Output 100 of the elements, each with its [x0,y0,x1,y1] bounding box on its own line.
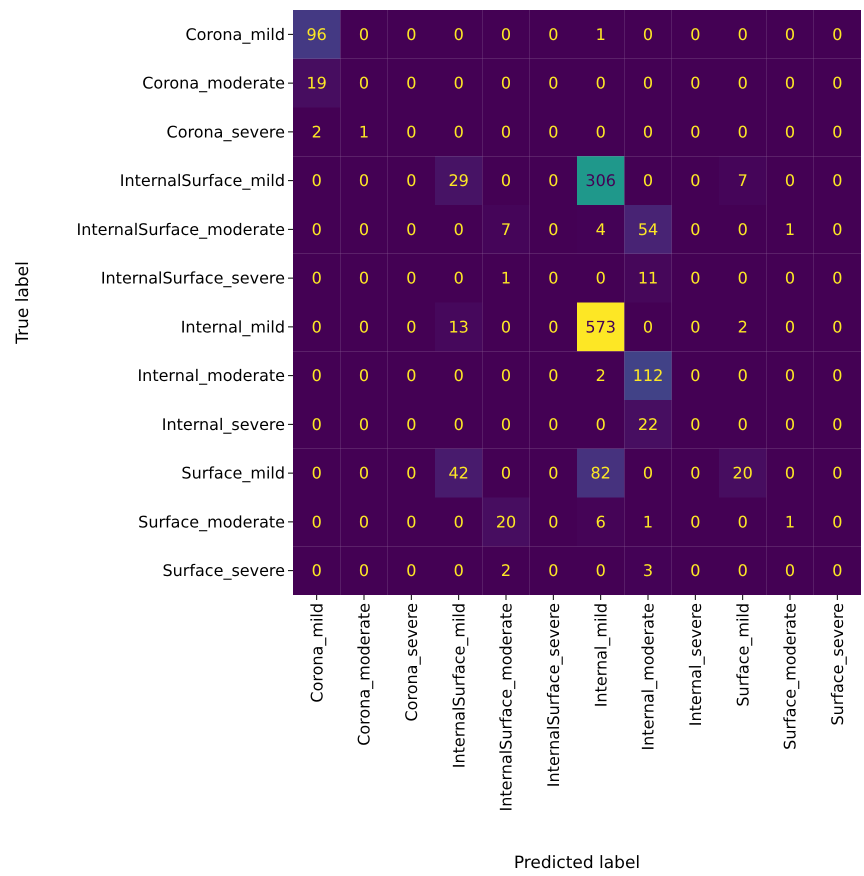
data-label: 0 [738,366,748,386]
data-label: 0 [500,317,512,336]
data-label: 0 [312,414,322,434]
data-label: 0 [548,268,558,288]
y-tick-label: Corona_moderate [142,74,285,93]
data-label: 0 [548,24,558,44]
y-tick-label: Surface_mild [181,464,285,483]
data-label: 0 [690,171,700,190]
data-label: 0 [738,74,748,93]
data-label: 0 [832,171,842,190]
data-label: 0 [832,74,842,93]
data-label: 0 [406,414,416,434]
data-label: 0 [738,414,748,434]
y-tick-label: Internal_severe [162,414,285,434]
data-label: 0 [500,171,512,190]
data-label: 0 [596,414,606,434]
data-label: 0 [784,414,796,434]
data-label: 0 [642,171,654,190]
data-label: 0 [832,414,842,434]
y-tick-label: Corona_severe [166,122,285,142]
data-label: 0 [454,512,464,532]
data-label: 0 [358,464,370,483]
data-label: 0 [358,414,370,434]
data-label: 0 [784,171,796,190]
data-label: 0 [832,464,842,483]
x-tick-label: Surface_mild [733,603,752,707]
data-label: 0 [690,122,700,142]
data-label: 0 [596,122,606,142]
data-label: 0 [832,220,842,239]
data-label: 29 [448,171,469,190]
x-tick-label: Internal_mild [591,603,610,708]
data-label: 0 [642,122,654,142]
data-label: 0 [642,464,654,483]
data-label: 0 [548,464,558,483]
data-label: 0 [500,366,512,386]
data-label: 0 [784,122,796,142]
data-label: 0 [548,561,558,580]
data-label: 0 [358,220,370,239]
data-label: 0 [454,561,464,580]
data-label: 0 [312,464,322,483]
data-label: 1 [358,122,370,142]
data-label: 0 [784,464,796,483]
data-label: 42 [448,464,469,483]
data-label: 0 [312,366,322,386]
x-tick-label: Surface_severe [828,603,847,726]
data-label: 0 [548,220,558,239]
data-label: 0 [784,268,796,288]
data-label: 0 [690,268,700,288]
data-label: 0 [832,512,842,532]
data-label: 0 [548,122,558,142]
data-label: 0 [832,366,842,386]
data-label: 0 [642,317,654,336]
data-label: 0 [358,268,370,288]
data-label: 0 [690,561,700,580]
y-tick-label: InternalSurface_mild [120,171,285,190]
data-label: 0 [738,122,748,142]
data-label: 0 [548,366,558,386]
data-label: 3 [642,561,654,580]
data-label: 0 [738,220,748,239]
data-label: 0 [454,74,464,93]
data-label: 0 [406,220,416,239]
data-label: 0 [358,366,370,386]
data-label: 0 [690,464,700,483]
data-label: 2 [500,561,512,580]
data-label: 0 [690,414,700,434]
data-label: 0 [500,464,512,483]
x-tick-label: Internal_severe [686,603,705,726]
data-label: 0 [454,414,464,434]
x-tick-label: InternalSurface_severe [544,603,563,788]
data-label: 0 [548,512,558,532]
y-tick-label: Surface_moderate [138,512,285,532]
y-axis-title: True label [13,261,33,345]
data-label: 0 [832,122,842,142]
data-label: 0 [454,24,464,44]
data-label: 11 [638,268,658,288]
data-label: 0 [406,464,416,483]
data-label: 0 [454,366,464,386]
data-label: 0 [548,171,558,190]
data-label: 0 [406,122,416,142]
data-label: 0 [406,317,416,336]
data-label: 0 [312,220,322,239]
data-label: 20 [496,512,516,532]
data-label: 0 [500,414,512,434]
data-label: 0 [312,512,322,532]
data-label: 0 [312,317,322,336]
data-label: 0 [832,561,842,580]
data-label: 0 [738,512,748,532]
y-tick-label: Internal_mild [180,317,285,336]
data-label: 0 [358,74,370,93]
data-label: 54 [638,220,658,239]
data-label: 0 [832,317,842,336]
data-label: 0 [784,561,796,580]
data-label: 0 [690,24,700,44]
data-label: 0 [596,561,606,580]
data-label: 0 [358,317,370,336]
data-label: 0 [738,24,748,44]
data-label: 0 [784,24,796,44]
data-label: 0 [406,171,416,190]
x-tick-label: Corona_moderate [354,603,374,746]
data-label: 0 [548,414,558,434]
